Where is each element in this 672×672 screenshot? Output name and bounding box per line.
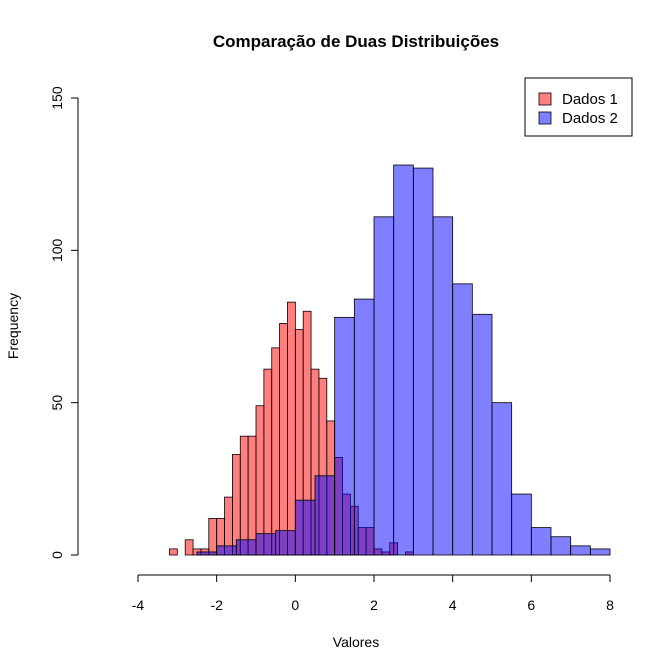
bar-series1-10 <box>247 435 257 556</box>
bar-series1-13 <box>271 347 281 556</box>
bar-series2-6 <box>314 475 336 556</box>
bar-series2-4 <box>275 530 296 556</box>
y-tick-label-3: 150 <box>49 86 65 110</box>
bar-series2-7 <box>334 316 355 556</box>
bar-series1-12 <box>263 368 273 556</box>
y-tick-label-2: 100 <box>49 238 65 262</box>
x-tick-label-4: 4 <box>449 597 457 613</box>
legend: Dados 1 Dados 2 <box>524 77 633 137</box>
bar-series2-13 <box>452 283 473 556</box>
y-tick-label-0: 0 <box>49 551 65 559</box>
bar-series2-11 <box>412 167 434 556</box>
bar-series2-15 <box>491 402 513 556</box>
bar-series1-9 <box>239 435 249 556</box>
bar-series2-0 <box>196 551 218 556</box>
bar-series2-3 <box>255 533 277 556</box>
x-tick-label-0: -4 <box>132 597 145 613</box>
bar-series2-2 <box>235 539 257 556</box>
bar-series1-5 <box>208 518 218 556</box>
legend-label-2: Dados 2 <box>562 110 618 127</box>
bar-series2-19 <box>570 545 591 556</box>
series-dados-2 <box>196 164 611 556</box>
x-tick-label-3: 2 <box>370 597 378 613</box>
bar-series1-2 <box>184 539 194 556</box>
bar-series1-15 <box>287 301 296 556</box>
x-axis: -4 -2 0 2 4 6 8 <box>132 574 614 613</box>
bar-series2-5 <box>294 499 316 556</box>
bar-series2-18 <box>550 536 572 556</box>
bar-series1-14 <box>279 323 288 556</box>
bar-series2-10 <box>393 164 414 556</box>
bar-series1-11 <box>255 405 265 556</box>
y-tick-label-1: 50 <box>49 395 65 411</box>
y-axis: 0 50 100 150 <box>49 86 79 559</box>
y-axis-label: Frequency <box>5 293 21 359</box>
legend-swatch-2 <box>538 111 552 125</box>
x-tick-label-6: 8 <box>606 597 614 613</box>
bar-series1-0 <box>169 548 178 556</box>
x-tick-label-5: 6 <box>527 597 535 613</box>
bar-series2-9 <box>373 216 395 556</box>
chart-title: Comparação de Duas Distribuições <box>213 32 499 51</box>
x-axis-label: Valores <box>333 634 379 650</box>
legend-box <box>524 77 633 137</box>
bar-series2-1 <box>216 545 237 556</box>
x-tick-label-2: 0 <box>291 597 299 613</box>
bar-series2-12 <box>432 216 454 556</box>
bar-series2-8 <box>353 298 375 556</box>
bar-series2-16 <box>511 493 532 556</box>
legend-label-1: Dados 1 <box>562 91 618 108</box>
legend-swatch-1 <box>538 92 552 106</box>
bar-series2-14 <box>471 313 493 556</box>
bar-series2-20 <box>589 548 611 556</box>
x-tick-label-1: -2 <box>210 597 223 613</box>
bar-series2-17 <box>530 527 552 556</box>
